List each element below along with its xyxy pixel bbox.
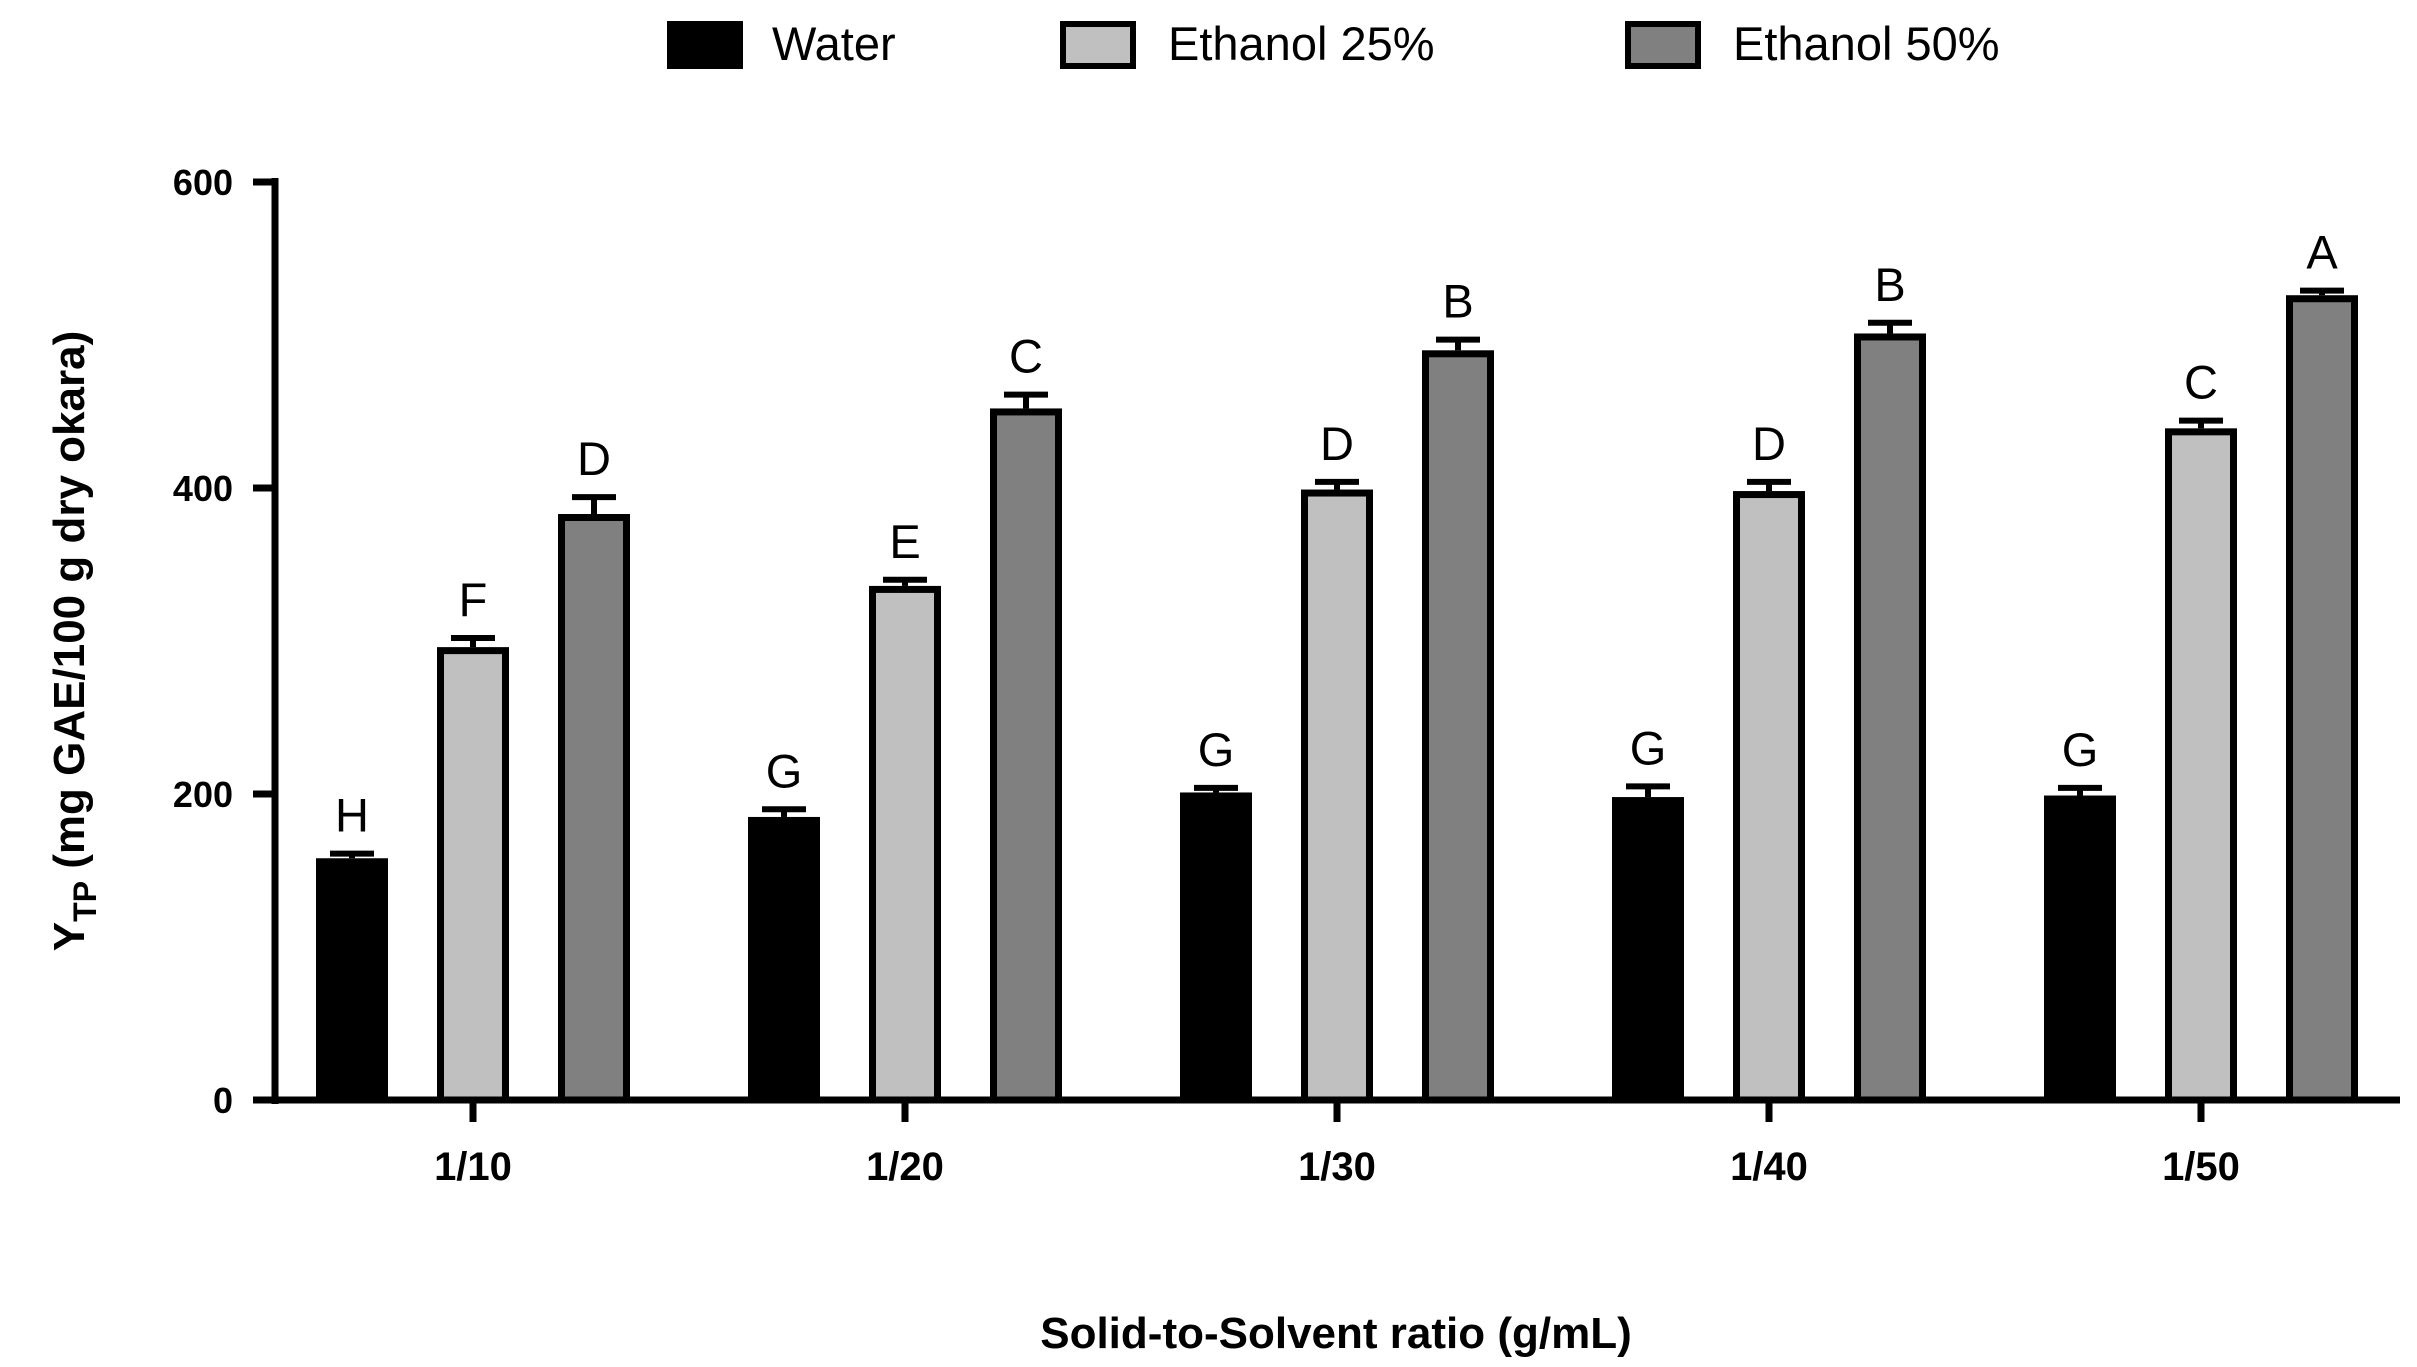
legend-label: Water xyxy=(772,17,896,70)
x-tick-label: 1/30 xyxy=(1298,1145,1376,1189)
y-axis-title-subscript: TP xyxy=(67,881,103,922)
bar xyxy=(1854,333,1926,1104)
bar xyxy=(2044,795,2116,1104)
significance-letter: A xyxy=(2306,226,2338,279)
bar xyxy=(316,858,388,1104)
bar xyxy=(1612,797,1684,1104)
legend-swatch xyxy=(1625,21,1701,69)
y-tick-label: 600 xyxy=(173,162,233,203)
bar xyxy=(2165,428,2237,1104)
significance-letter: B xyxy=(1874,258,1905,311)
x-tick-label: 1/40 xyxy=(1730,1145,1808,1189)
significance-letter: G xyxy=(766,744,803,797)
x-tick-label: 1/20 xyxy=(866,1145,944,1189)
significance-letter: D xyxy=(1320,417,1354,470)
bar xyxy=(1733,491,1805,1104)
bar xyxy=(1180,792,1252,1104)
y-tick-label: 400 xyxy=(173,468,233,509)
bar xyxy=(1422,350,1494,1104)
axis-labels: Solid-to-Solvent ratio (g/mL) YTP (mg GAE… xyxy=(45,331,1632,1358)
significance-letter: B xyxy=(1442,275,1473,328)
significance-letter: C xyxy=(1009,330,1043,383)
significance-letter: C xyxy=(2184,356,2218,409)
significance-letter: G xyxy=(2062,723,2099,776)
legend-swatch xyxy=(1060,21,1136,69)
bar xyxy=(990,408,1062,1104)
significance-letter: D xyxy=(577,432,611,485)
bar xyxy=(869,585,941,1104)
significance-letter: H xyxy=(335,789,369,842)
bar xyxy=(437,647,509,1104)
y-tick-label: 200 xyxy=(173,774,233,815)
legend-swatch xyxy=(667,21,743,69)
legend-label: Ethanol 25% xyxy=(1168,17,1435,70)
significance-letter: E xyxy=(889,515,920,568)
significance-letter: G xyxy=(1630,721,1667,774)
bars: H F D G E C G D B G D B G C A xyxy=(316,226,2358,1104)
y-axis-title-main: Y xyxy=(45,922,94,951)
legend-label: Ethanol 50% xyxy=(1733,17,2000,70)
bar xyxy=(748,816,820,1104)
x-tick-label: 1/10 xyxy=(434,1145,512,1189)
y-axis-title: YTP (mg GAE/100 g dry okara) xyxy=(45,331,103,951)
significance-letter: G xyxy=(1198,723,1235,776)
significance-letter: D xyxy=(1752,417,1786,470)
x-tick-label: 1/50 xyxy=(2162,1145,2240,1189)
x-axis-title: Solid-to-Solvent ratio (g/mL) xyxy=(1040,1309,1632,1358)
bar xyxy=(558,514,630,1104)
bar xyxy=(2286,295,2358,1104)
y-tick-label: 0 xyxy=(213,1080,233,1121)
significance-letter: F xyxy=(459,573,488,626)
legend: Water Ethanol 25% Ethanol 50% xyxy=(667,17,2000,70)
bar xyxy=(1301,489,1373,1104)
y-axis-title-rest: (mg GAE/100 g dry okara) xyxy=(45,331,94,881)
